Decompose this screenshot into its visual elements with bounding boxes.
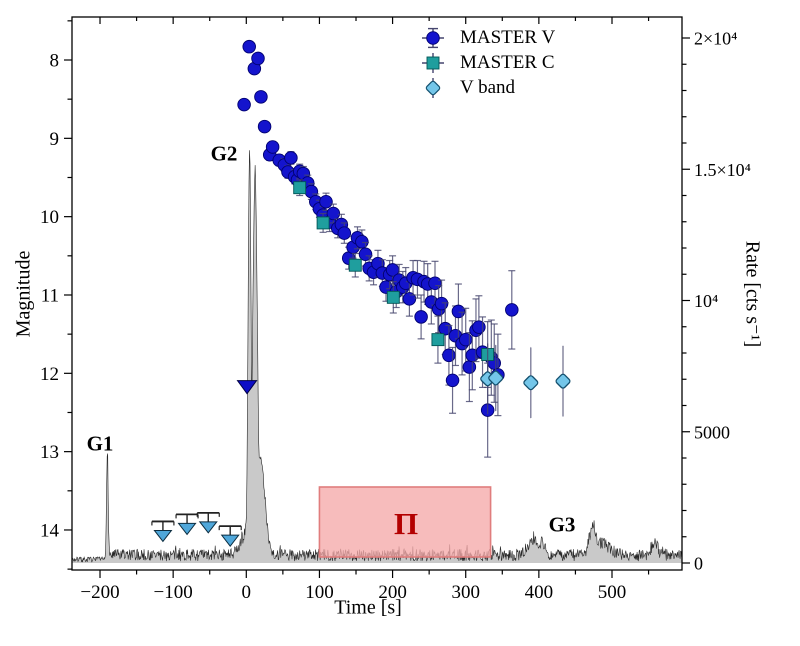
svg-text:9: 9 (50, 129, 60, 150)
svg-text:2×10⁴: 2×10⁴ (694, 29, 737, 49)
svg-text:300: 300 (451, 582, 480, 603)
time-axis-label: Time [s] (334, 596, 402, 619)
master-v-marker-icon (422, 27, 444, 49)
svg-text:100: 100 (305, 582, 334, 603)
master-c-marker-icon (422, 53, 444, 73)
xray-rate-curve-line (72, 150, 682, 563)
svg-text:13: 13 (40, 442, 59, 463)
series-master-c (293, 179, 495, 389)
svg-text:10: 10 (40, 207, 59, 228)
magnitude-axis-label: Magnitude (12, 250, 35, 338)
svg-text:400: 400 (525, 582, 554, 603)
axis-tick-labels: −200 −100 0 100 200 300 400 500 8 9 10 11 12 13 14 2×10… (40, 29, 751, 604)
annotation-g2: G2 (210, 141, 238, 166)
pi-region-box (318, 486, 492, 558)
series-deep-upper-limit (236, 380, 258, 395)
svg-text:500: 500 (598, 582, 627, 603)
plot-border (71, 16, 683, 571)
svg-text:10⁴: 10⁴ (694, 291, 718, 311)
svg-text:−200: −200 (80, 582, 119, 603)
svg-text:14: 14 (40, 520, 60, 541)
annotation-g1: G1 (86, 431, 114, 456)
svg-text:0: 0 (694, 554, 703, 574)
legend: MASTER V MASTER C V band (418, 26, 555, 100)
series-v-band (480, 342, 571, 419)
axis-ticks (64, 17, 690, 578)
series-upper-limits (151, 511, 242, 547)
plot-area (72, 39, 682, 563)
legend-label-master-v: MASTER V (460, 27, 556, 48)
svg-text:0: 0 (242, 582, 252, 603)
svg-text:1.5×10⁴: 1.5×10⁴ (694, 160, 751, 180)
svg-text:8: 8 (50, 51, 60, 72)
svg-text:11: 11 (41, 285, 59, 306)
legend-label-master-c: MASTER C (460, 52, 555, 73)
svg-text:−100: −100 (154, 582, 193, 603)
legend-item-master-c: MASTER C (418, 51, 555, 75)
legend-item-master-v: MASTER V (418, 26, 555, 50)
annotation-g3: G3 (548, 512, 576, 537)
rate-axis-label: Rate [cts s⁻¹] (741, 240, 764, 348)
svg-text:12: 12 (40, 364, 59, 385)
annotation-pi: Π (393, 506, 419, 541)
svg-text:200: 200 (378, 582, 407, 603)
svg-text:5000: 5000 (694, 422, 730, 442)
v-band-marker-icon (425, 78, 441, 98)
legend-item-v-band: V band (418, 76, 555, 100)
series-master-v (237, 39, 519, 458)
legend-label-v-band: V band (460, 77, 516, 98)
